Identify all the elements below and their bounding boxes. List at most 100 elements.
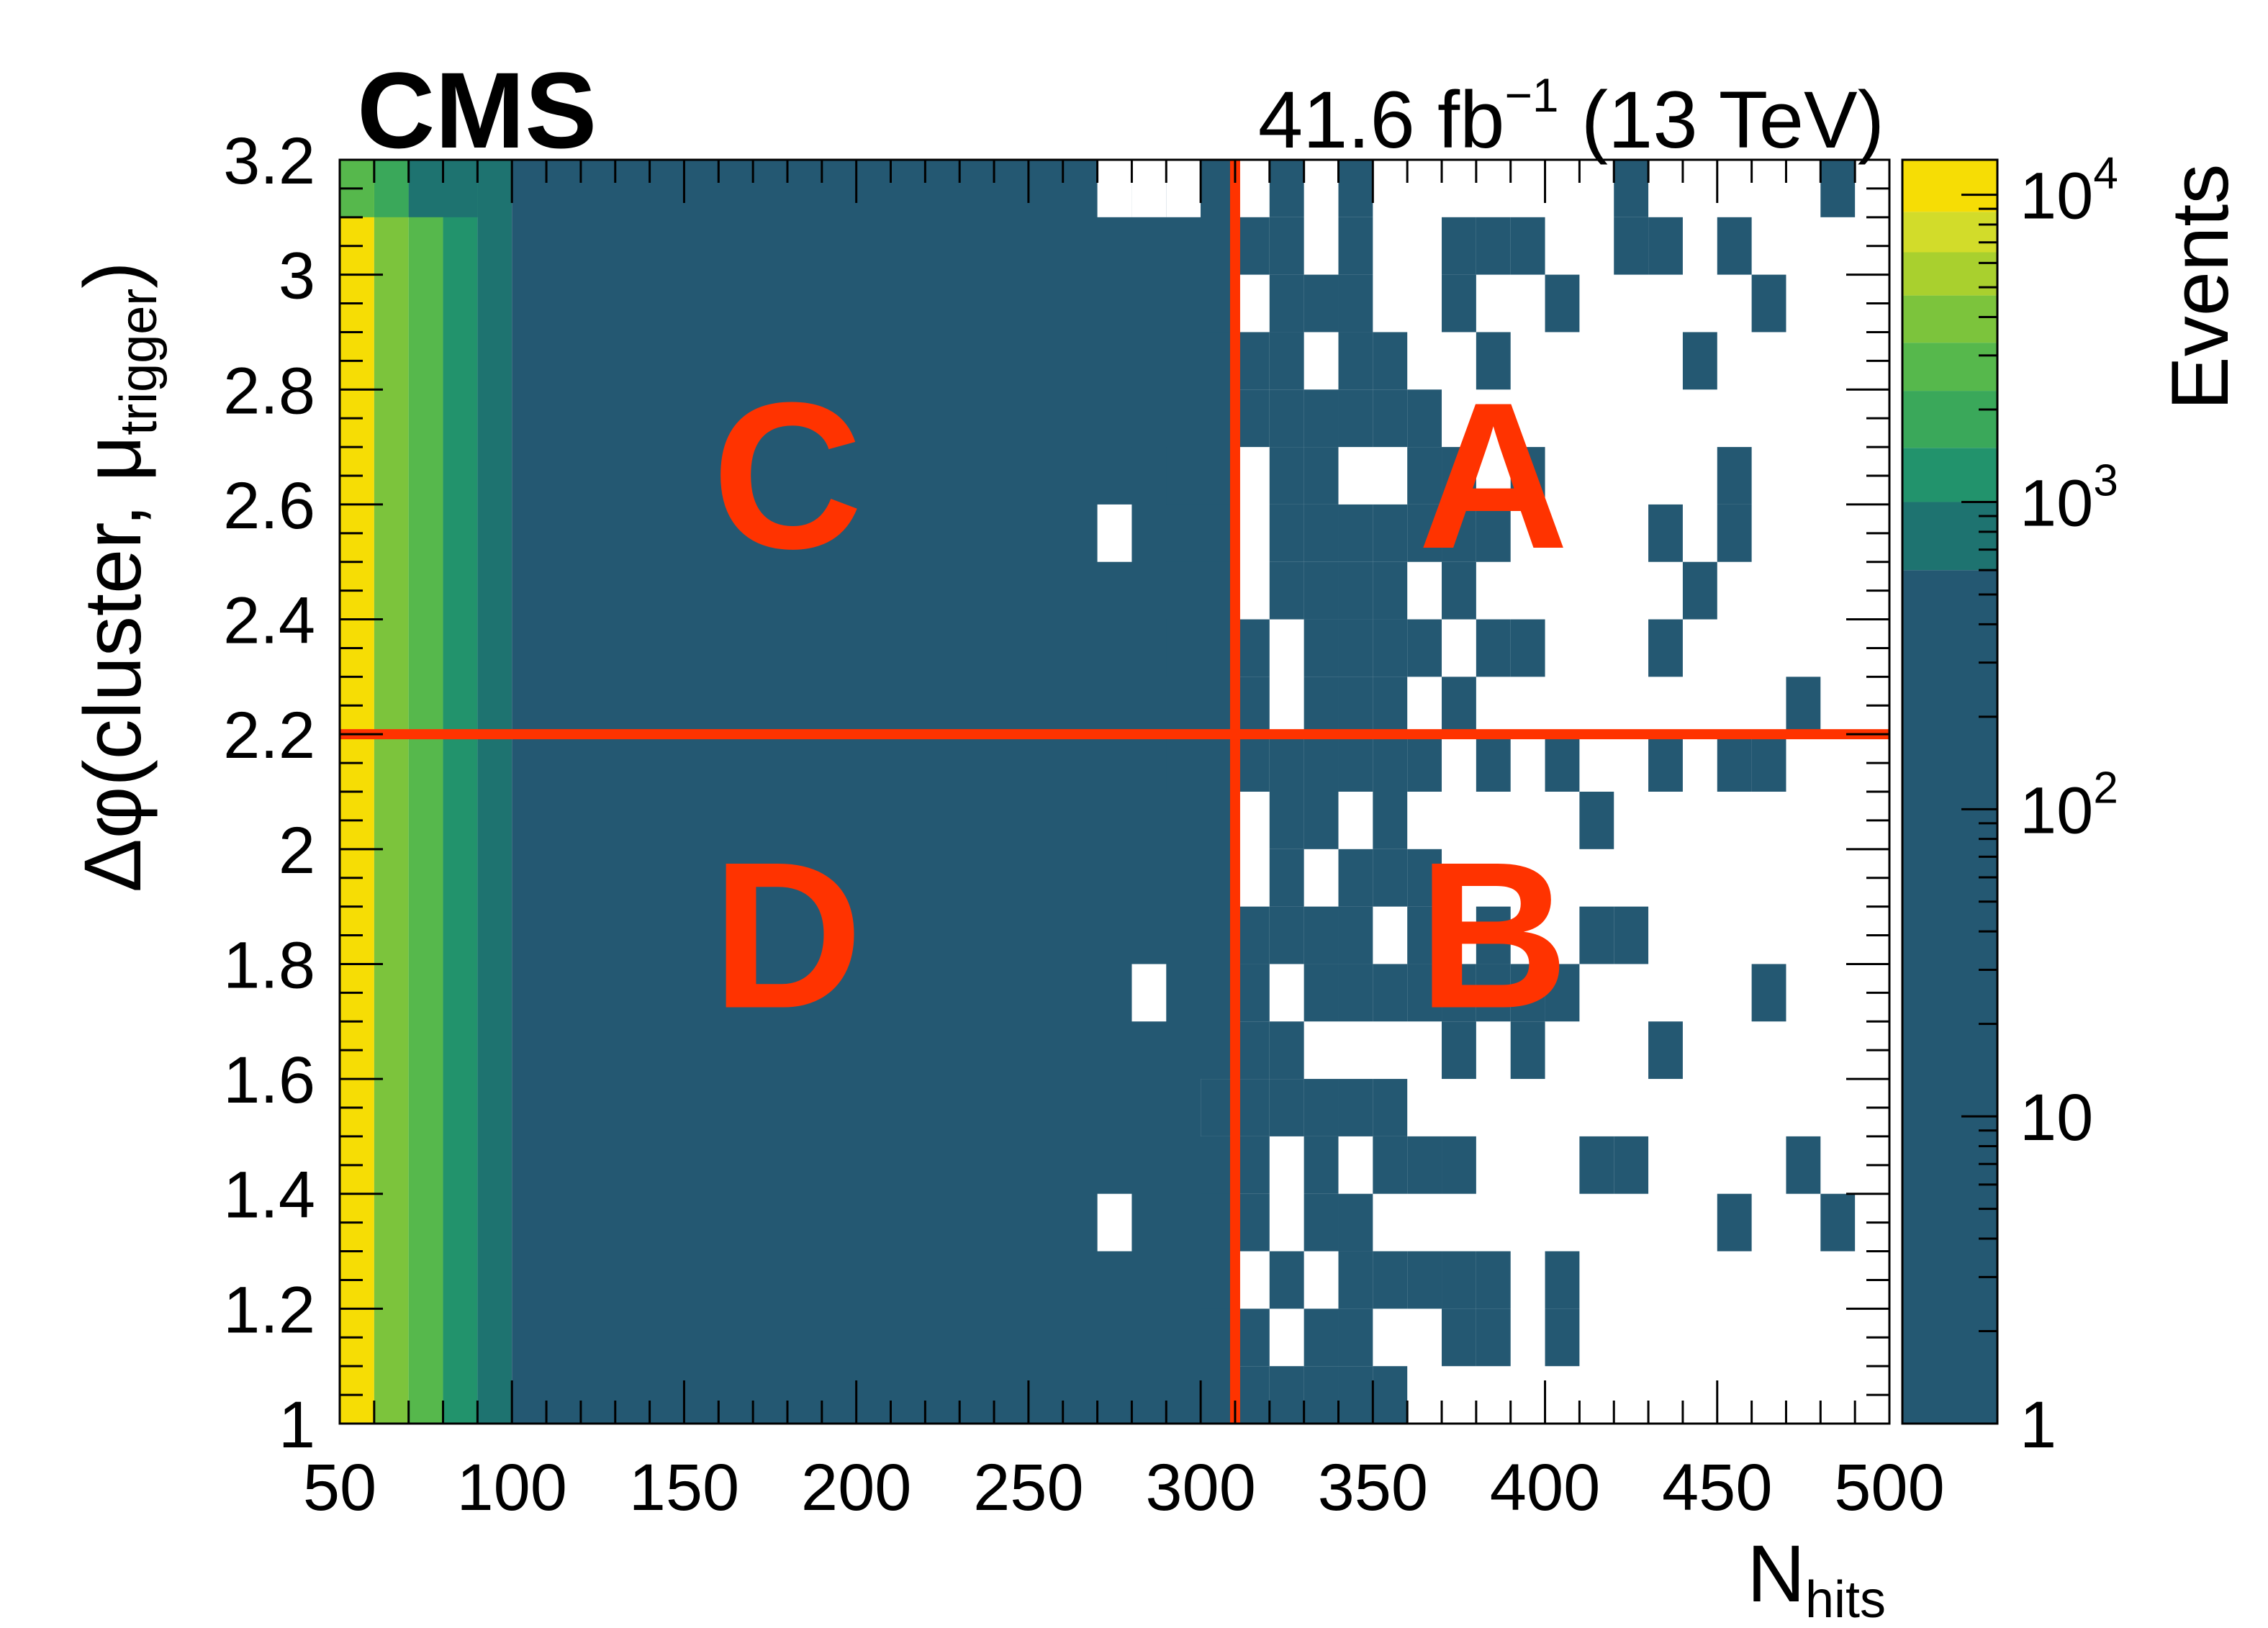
heatmap-cell [1407,734,1442,792]
heatmap-cell [1338,504,1373,562]
empty-bin [1097,504,1132,562]
y-tick-label: 2.8 [223,354,315,428]
heatmap-cell [1338,619,1373,677]
heatmap-column [408,160,443,1424]
colorbar-segment [1902,391,1997,448]
heatmap-cell [1338,1079,1373,1136]
heatmap-cell [1234,1366,1270,1424]
heatmap-cell [1338,1308,1373,1367]
x-axis: 50 100 150 200 250 300 350 400 450 500 [303,160,1945,1524]
heatmap-cell [1201,734,1235,792]
colorbar-tick-label: 1 [2020,1388,2056,1462]
x-tick-label: 500 [1834,1451,1945,1524]
heatmap-cell [1338,1366,1373,1424]
heatmap-cell [1166,734,1201,792]
heatmap-cell [1373,1136,1408,1194]
heatmap-cell [1304,504,1339,562]
colorbar-tick-label: 102 [2020,763,2118,847]
heatmap-cell [1269,447,1304,505]
heatmap-cell [1338,849,1373,907]
heatmap-cell [1304,561,1339,620]
heatmap-cell [1201,332,1235,390]
heatmap-cell [1373,677,1408,735]
colorbar-segment [1902,502,1997,571]
heatmap-cell [1614,217,1649,275]
heatmap-cell [1373,734,1408,792]
heatmap-cell [1269,849,1304,907]
heatmap-cell [1476,619,1511,677]
heatmap-cell [1510,217,1545,275]
colorbar-frame [1901,158,1999,1425]
heatmap-cell [1166,561,1201,620]
heatmap-cell [1201,1308,1235,1367]
y-tick-label: 2 [279,814,315,887]
heatmap-cell [1304,677,1339,735]
lumi-label: 41.6 fb−1 (13 TeV) [1258,68,1884,165]
heatmap-cell [1338,389,1373,448]
heatmap-cell [1062,1193,1098,1252]
empty-bin [1166,160,1201,217]
heatmap-cell [1338,1193,1373,1252]
colorbar-segment [1902,448,1997,502]
heatmap-cell [1442,1251,1476,1309]
heatmap-cell [1545,1308,1580,1367]
heatmap-cell [1442,1021,1476,1080]
heatmap-cell [1476,217,1511,275]
heatmap-cell [1338,160,1373,217]
heatmap-cell [1131,1136,1167,1194]
heatmap-cell [1751,964,1786,1022]
heatmap-cell [1234,906,1270,964]
heatmap-cell [1097,964,1132,1022]
heatmap-cell [1269,160,1304,217]
y-tick-label: 2.2 [223,699,315,772]
heatmap-cell [1648,217,1683,275]
heatmap-cell [1234,1136,1270,1194]
heatmap-cell [1682,332,1717,390]
heatmap-cell [1338,274,1373,333]
region-labels: C A D B [712,359,1568,1052]
heatmap-cell [1166,619,1201,677]
heatmap-cell [1304,734,1339,792]
heatmap-cell [1304,1308,1339,1367]
heatmap-cell [1407,504,1442,562]
heatmap-cell [1304,906,1339,964]
heatmap-cell [1338,561,1373,620]
heatmap-cell [1407,447,1442,505]
heatmap-cell [1510,619,1545,677]
colorbar-segment [1902,343,1997,392]
heatmap-cell [1304,447,1339,505]
empty-bin [1131,964,1167,1022]
heatmap-cell [1201,792,1235,849]
heatmap-cell [443,160,478,217]
heatmap-cell [1545,1251,1580,1309]
heatmap-cell [1201,906,1235,964]
heatmap-cell [1234,734,1270,792]
heatmap-cell [1234,332,1270,390]
colorbar-segment [1902,295,1997,343]
heatmap-cell [1304,1079,1339,1136]
heatmap-cell [1304,1366,1339,1424]
y-tick-label: 1.6 [223,1044,315,1117]
heatmap-cell [1131,906,1167,964]
heatmap-cell [1820,160,1856,217]
y-tick-label: 2.4 [223,584,315,658]
heatmap-cell [1442,677,1476,735]
heatmap-cell [1201,619,1235,677]
experiment-label: CMS [357,50,597,171]
heatmap-cell [1201,561,1235,620]
heatmap-cell [1682,561,1717,620]
heatmap-cell [1407,849,1442,907]
heatmap-cell [1648,504,1683,562]
heatmap-cell [1234,389,1270,448]
y-tick-label: 1 [279,1388,315,1462]
heatmap-cell [1201,274,1235,333]
heatmap-cell [1269,274,1304,333]
colorbar-segment [1902,160,1997,212]
heatmap-cell [1201,1136,1235,1194]
heatmap-cell [1373,561,1408,620]
heatmap-cell [1717,217,1752,275]
heatmap-cell [1234,1193,1270,1252]
heatmap-cell [1201,389,1235,448]
heatmap-cell [1304,1193,1339,1252]
heatmap-cell [1304,274,1339,333]
